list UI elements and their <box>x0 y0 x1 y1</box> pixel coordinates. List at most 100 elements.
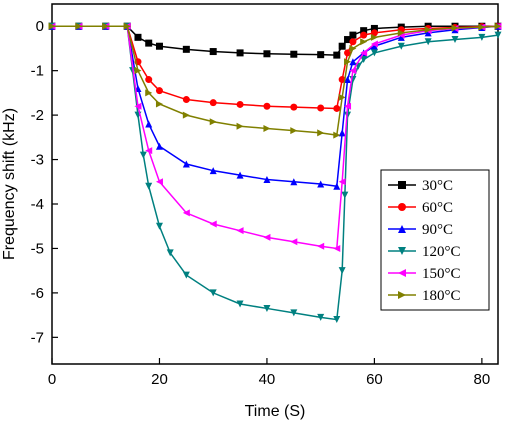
data-point <box>209 220 217 228</box>
y-tick-label: -2 <box>31 107 44 124</box>
data-point <box>236 300 244 308</box>
data-point <box>494 31 502 39</box>
data-point <box>341 191 349 199</box>
data-point <box>263 102 271 110</box>
data-point <box>333 316 341 324</box>
data-point <box>338 178 346 186</box>
data-point <box>236 171 244 179</box>
data-point <box>478 33 486 41</box>
data-point <box>317 242 325 250</box>
data-point <box>290 309 298 317</box>
data-point <box>349 58 357 66</box>
legend-item: 30°C <box>388 178 453 194</box>
data-point <box>263 304 271 312</box>
legend-marker <box>398 203 406 211</box>
x-tick-label: 80 <box>474 371 491 388</box>
data-point <box>236 227 244 235</box>
data-point <box>209 289 217 297</box>
data-point <box>360 38 368 46</box>
data-point <box>370 42 378 50</box>
data-point <box>333 244 341 252</box>
data-point <box>360 27 368 35</box>
data-point <box>290 127 298 135</box>
data-point <box>370 24 378 32</box>
data-point <box>75 22 83 30</box>
data-point <box>182 96 190 104</box>
data-point <box>290 103 298 111</box>
data-point <box>182 160 190 168</box>
data-point <box>317 313 325 321</box>
data-point <box>370 40 378 48</box>
data-point <box>155 100 163 108</box>
data-point <box>166 249 174 257</box>
data-point <box>145 147 153 155</box>
data-point <box>182 209 190 217</box>
y-tick-label: -4 <box>31 196 44 213</box>
data-point <box>290 50 298 58</box>
data-point <box>155 178 163 186</box>
data-point <box>123 22 131 30</box>
data-point <box>263 124 271 132</box>
series-180°C <box>48 22 502 139</box>
data-point <box>397 33 405 41</box>
legend-item: 180°C <box>388 288 461 304</box>
data-point <box>145 39 153 47</box>
series-line <box>52 25 499 110</box>
data-point <box>338 267 346 275</box>
legend-item: 150°C <box>388 266 461 282</box>
data-point <box>317 104 325 112</box>
data-point <box>236 100 244 108</box>
legend-item: 90°C <box>388 222 453 238</box>
data-point <box>317 180 325 188</box>
legend-label: 120°C <box>422 244 461 260</box>
data-point <box>155 42 163 50</box>
y-tick-label: 0 <box>36 18 44 35</box>
data-point <box>349 38 357 46</box>
y-tick-label: -5 <box>31 240 44 257</box>
data-point <box>209 99 217 107</box>
legend-marker <box>398 269 406 277</box>
data-point <box>333 182 341 190</box>
data-point <box>134 33 142 41</box>
data-point <box>182 45 190 53</box>
y-tick-label: -1 <box>31 63 44 80</box>
data-point <box>451 36 459 44</box>
data-point <box>424 29 432 37</box>
data-point <box>102 22 110 30</box>
data-point <box>209 48 217 56</box>
data-point <box>48 22 56 30</box>
axis-ticks: 0 20 40 60 80 0 -1 -2 -3 -4 -5 -6 -7 <box>31 18 491 388</box>
legend-item: 120°C <box>388 244 461 260</box>
legend-marker <box>398 225 406 233</box>
data-point <box>360 49 368 57</box>
data-point <box>333 51 341 59</box>
series-line <box>52 25 499 136</box>
legend-label: 90°C <box>422 222 453 238</box>
data-point <box>290 178 298 186</box>
data-point <box>236 49 244 57</box>
data-point <box>317 51 325 59</box>
data-point <box>139 151 147 159</box>
data-point <box>494 22 502 30</box>
legend-label: 150°C <box>422 266 461 282</box>
data-point <box>370 49 378 57</box>
series-120°C <box>48 22 502 324</box>
legend-marker <box>398 291 406 299</box>
data-point <box>333 104 341 112</box>
data-point <box>145 89 153 97</box>
data-point <box>370 29 378 37</box>
legend-item: 60°C <box>388 200 453 216</box>
data-point <box>333 131 341 139</box>
y-tick-label: -6 <box>31 285 44 302</box>
legend-label: 30°C <box>422 178 453 194</box>
y-tick-label: -7 <box>31 329 44 346</box>
series-layer <box>48 22 502 324</box>
data-point <box>344 102 352 110</box>
data-point <box>344 49 352 57</box>
data-point <box>155 142 163 150</box>
x-tick-label: 0 <box>48 371 56 388</box>
legend: 30°C 60°C 90°C 120°C 150°C 180°C <box>380 169 490 311</box>
series-line <box>52 25 499 250</box>
data-point <box>134 67 142 75</box>
